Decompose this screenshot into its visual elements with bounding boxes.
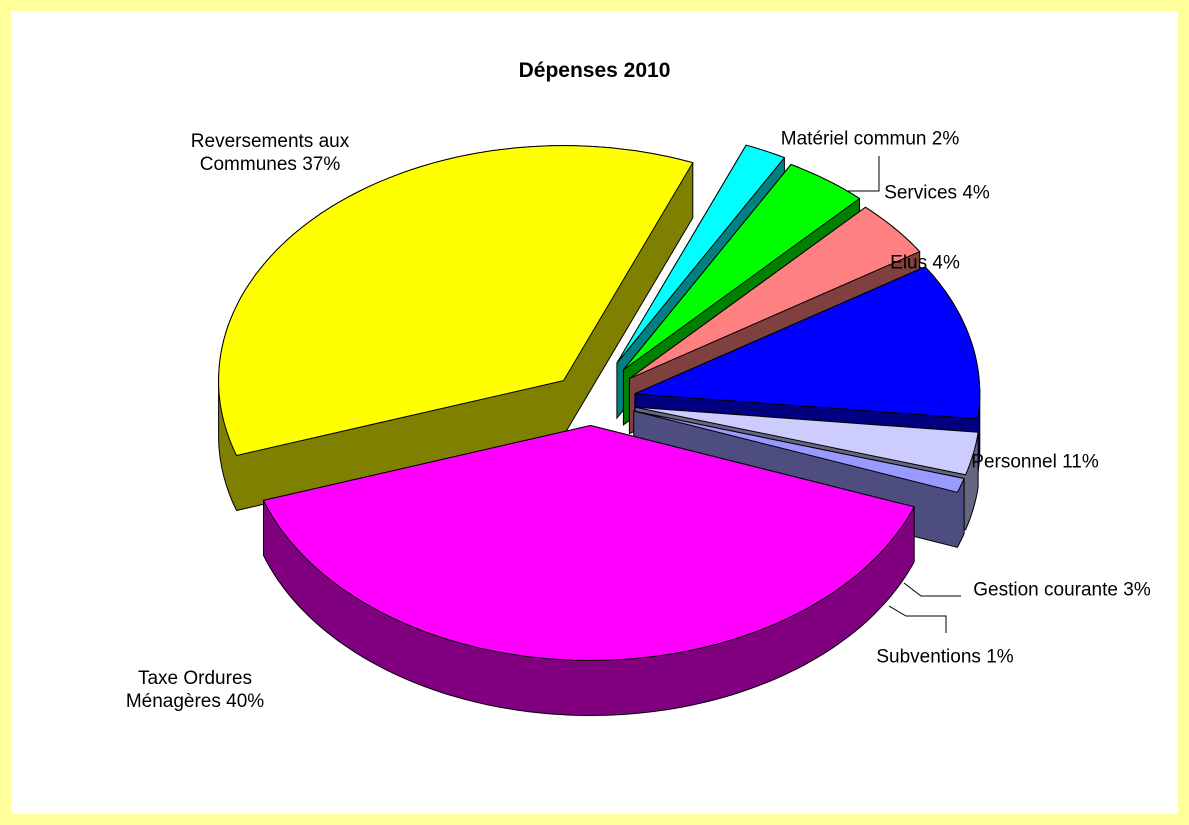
pie-slice <box>616 144 786 364</box>
data-label: Services 4% <box>837 182 1037 205</box>
category-label: Gestion courante <box>973 579 1118 601</box>
value-label: 11% <box>1062 451 1099 473</box>
category-label: Matériel commun <box>780 128 927 150</box>
data-label: Reversements aux Communes 37% <box>170 130 370 176</box>
category-label: Services <box>884 182 958 204</box>
data-label: Matériel commun 2% <box>750 128 990 151</box>
category-label: Elus <box>890 252 928 274</box>
pie-slice <box>218 145 694 457</box>
pie-slice <box>633 410 965 493</box>
data-label: Personnel 11% <box>935 451 1135 474</box>
pie-slice <box>262 424 915 662</box>
value-label: 40% <box>226 691 265 712</box>
pie-slice <box>629 206 921 380</box>
pie-slice <box>634 406 979 476</box>
data-label: Gestion courante 3% <box>972 579 1152 602</box>
value-label: 1% <box>986 646 1014 668</box>
data-label: Elus 4% <box>865 252 985 275</box>
value-label: 3% <box>1123 579 1151 601</box>
category-label: Reversements aux Communes <box>190 131 350 175</box>
data-label: Taxe Ordures Ménagères 40% <box>95 667 295 713</box>
value-label: 37% <box>302 154 341 175</box>
leader-line <box>903 582 961 597</box>
pie-slice <box>634 266 981 420</box>
value-label: 4% <box>962 182 990 204</box>
data-label: Subventions 1% <box>835 646 1055 669</box>
chart-title: Dépenses 2010 <box>518 59 671 82</box>
chart <box>218 144 981 717</box>
value-label: 2% <box>931 128 960 150</box>
leader-line <box>888 605 947 633</box>
pie-slice <box>623 163 861 371</box>
category-label: Subventions <box>876 646 981 668</box>
category-label: Taxe Ordures Ménagères <box>125 668 253 712</box>
category-label: Personnel <box>971 451 1057 473</box>
value-label: 4% <box>932 252 960 274</box>
